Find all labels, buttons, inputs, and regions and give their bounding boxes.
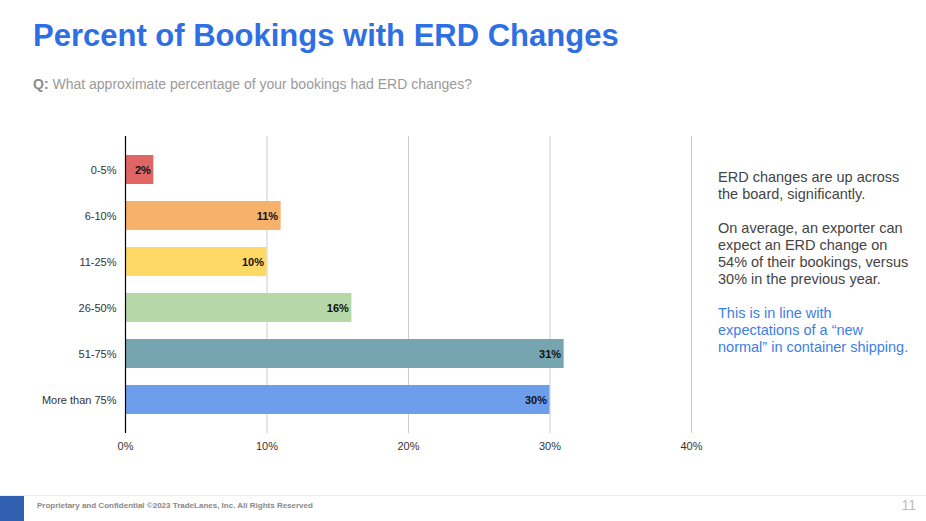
svg-text:11-25%: 11-25% [79, 256, 116, 268]
svg-text:0%: 0% [118, 440, 134, 452]
svg-text:51-75%: 51-75% [79, 348, 117, 360]
svg-text:16%: 16% [327, 302, 349, 314]
html-text:Percent of Bookings with ERD C: Percent of Bookings with ERD Changes [33, 18, 619, 53]
html-text:ERD changes are up across the: ERD changes are up across the board, sig… [718, 169, 900, 202]
svg-text:10%: 10% [256, 440, 278, 452]
svg-text:40%: 40% [680, 440, 702, 452]
html-text:Q: What approximate percentage: Q: What approximate percentage of your b… [33, 76, 472, 92]
svg-text:2%: 2% [135, 164, 151, 176]
svg-text:30%: 30% [539, 440, 561, 452]
svg-text:31%: 31% [539, 348, 561, 360]
svg-text:20%: 20% [397, 440, 419, 452]
html-text:11: 11 [901, 497, 916, 513]
html-text:This is in line with expectati: This is in line with expectations of a “… [718, 305, 909, 355]
svg-text:More than 75%: More than 75% [42, 394, 117, 406]
svg-text:26-50%: 26-50% [79, 302, 117, 314]
html-text:On average, an exporter can ex: On average, an exporter can expect an ER… [718, 220, 909, 287]
svg-text:10%: 10% [242, 256, 264, 268]
svg-text:30%: 30% [525, 394, 547, 406]
svg-text:0-5%: 0-5% [91, 164, 117, 176]
svg-text:6-10%: 6-10% [85, 210, 117, 222]
svg-text:11%: 11% [257, 210, 279, 222]
html-text:Proprietary and Confidential ©: Proprietary and Confidential ©2023 Trade… [37, 501, 313, 510]
